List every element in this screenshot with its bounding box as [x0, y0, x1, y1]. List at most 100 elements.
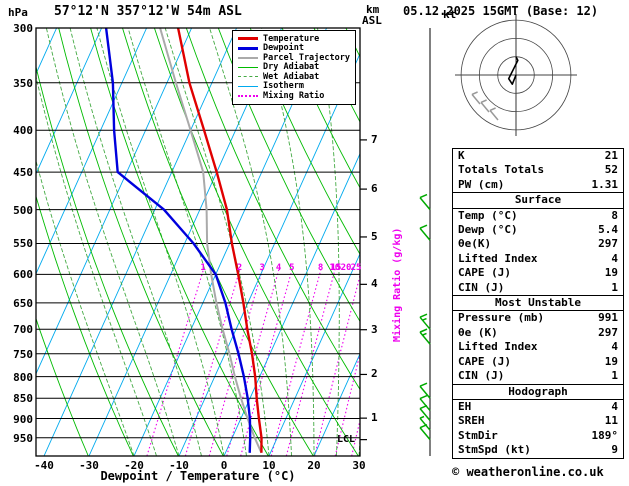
mixing-ratio-value-label: 5 [289, 263, 295, 273]
table-row: Lifted Index 4 [453, 340, 623, 354]
table-row-value: 1 [611, 369, 618, 383]
lcl-marker-label: LCL [337, 434, 356, 445]
hodograph-trace [507, 56, 519, 85]
copyright-link[interactable]: © weatheronline.co.uk [452, 465, 604, 479]
table-row-label: Lifted Index [458, 251, 538, 265]
legend-entry-label: Wet Adiabat [263, 71, 320, 82]
legend-line-swatch [238, 46, 258, 50]
mixing-ratio-value-label: 25 [350, 263, 362, 273]
table-row-value: 297 [598, 237, 618, 251]
table-row: Pressure (mb) 991 [453, 311, 623, 325]
mixing-ratio-line [270, 268, 322, 456]
table-section-header: Most Unstable [453, 295, 623, 312]
table-row: Dewp (°C) 5.4 [453, 223, 623, 237]
km-tick-label: 2 [371, 367, 378, 381]
valid-time-label: 05.12.2025 15GMT (Base: 12) [403, 4, 599, 18]
km-tick-label: 6 [371, 182, 378, 196]
dry-adiabat-line [249, 28, 360, 256]
chart-legend: Temperature Dewpoint Parcel Trajectory Dry … [232, 30, 356, 105]
table-row-value: 52 [604, 163, 618, 177]
wet-adiabat-line [45, 28, 180, 456]
legend-line-swatch [238, 66, 258, 68]
wind-barb [419, 224, 431, 241]
mixing-ratio-value-label: 3 [259, 263, 265, 273]
table-row: θe(K) 297 [453, 237, 623, 251]
pressure-tick-label: 750 [13, 347, 33, 361]
hodograph-unit-label: kt [443, 8, 457, 21]
wet-adiabat-line [96, 28, 225, 456]
mixing-ratio-value-label: 4 [275, 263, 282, 273]
mixing-ratio-value-label: 20 [340, 263, 352, 273]
pressure-tick-label: 550 [13, 237, 33, 251]
table-row: CAPE (J) 19 [453, 355, 623, 369]
table-row-value: 4 [611, 399, 618, 413]
table-row-label: Totals Totals [458, 163, 545, 177]
table-row: Lifted Index 4 [453, 252, 623, 266]
legend-entry: Mixing Ratio [238, 91, 350, 101]
parcel-trajectory-curve [159, 28, 263, 454]
table-section: Hodograph EH 4 SREH 11 StmDir 189° StmSpd (kt) 9 [453, 383, 623, 458]
table-row-label: EH [458, 399, 472, 413]
temp-tick-label: -20 [124, 459, 144, 472]
table-row: CIN (J) 1 [453, 369, 623, 383]
table-row-label: StmDir [458, 428, 498, 442]
table-row-label: Lifted Index [458, 340, 538, 354]
temp-tick-label: -40 [34, 459, 54, 472]
table-section: Surface Temp (°C) 8 Dewp (°C) 5.4 θe(K) 297 Lif… [453, 192, 623, 295]
wind-barb [419, 193, 431, 211]
pressure-tick-label: 950 [13, 431, 33, 445]
mixing-ratio-line [314, 273, 360, 456]
table-row-value: 991 [598, 311, 618, 325]
table-row-value: 1.31 [591, 177, 619, 191]
table-row: θe (K) 297 [453, 326, 623, 340]
table-row: CIN (J) 1 [453, 281, 623, 295]
mixing-ratio-line [208, 268, 264, 456]
table-row-value: 297 [598, 325, 618, 339]
temp-tick-label: 0 [220, 459, 228, 472]
legend-entry: Parcel Trajectory [238, 53, 350, 63]
mixing-ratio-value-label: 8 [317, 263, 324, 273]
table-row-label: θe (K) [458, 325, 498, 339]
table-row: StmDir 189° [453, 429, 623, 443]
mixing-ratio-line [285, 268, 336, 456]
legend-line-swatch [238, 56, 258, 59]
wind-barb [471, 91, 481, 105]
mixing-ratio-line [226, 268, 280, 456]
pressure-tick-label: 400 [13, 124, 33, 138]
table-row-label: SREH [458, 414, 485, 428]
mixing-ratio-line [146, 268, 205, 456]
temp-tick-label: 30 [352, 459, 366, 472]
km-axis-label: km [366, 3, 380, 16]
table-row-label: CAPE (J) [458, 354, 511, 368]
table-row-label: CAPE (J) [458, 266, 511, 280]
table-row: Totals Totals 52 [453, 163, 623, 177]
temp-tick-label: 20 [307, 459, 321, 472]
asl-axis-label: ASL [362, 14, 382, 27]
dewpoint-curve [104, 28, 252, 453]
temp-tick-label: -10 [169, 459, 189, 472]
table-row-label: StmSpd (kt) [458, 443, 531, 457]
legend-entry: Temperature [238, 34, 350, 44]
table-row-value: 4 [611, 251, 618, 265]
table-row: EH 4 [453, 400, 623, 414]
table-row-label: Dewp (°C) [458, 223, 518, 237]
temperature-curve [176, 28, 263, 453]
pressure-tick-label: 650 [13, 296, 33, 310]
table-row: Temp (°C) 8 [453, 209, 623, 223]
table-row-value: 8 [611, 208, 618, 222]
table-row-label: CIN (J) [458, 280, 505, 294]
wind-barb [419, 394, 431, 412]
km-tick-label: 3 [371, 322, 378, 336]
pressure-axis-unit: hPa [8, 6, 28, 19]
dry-adiabat-line [36, 317, 89, 456]
wet-adiabat-line [69, 28, 202, 456]
chart-grid-layer [36, 28, 360, 456]
wet-adiabat-line [164, 28, 270, 456]
table-row-value: 21 [604, 149, 618, 162]
legend-entry: Isotherm [238, 81, 350, 91]
legend-entry: Wet Adiabat [238, 72, 350, 82]
temp-tick-label: -30 [79, 459, 99, 472]
wind-barb [489, 107, 499, 121]
table-row-label: PW (cm) [458, 177, 505, 191]
mixing-ratio-value-label: 15 [330, 263, 342, 273]
